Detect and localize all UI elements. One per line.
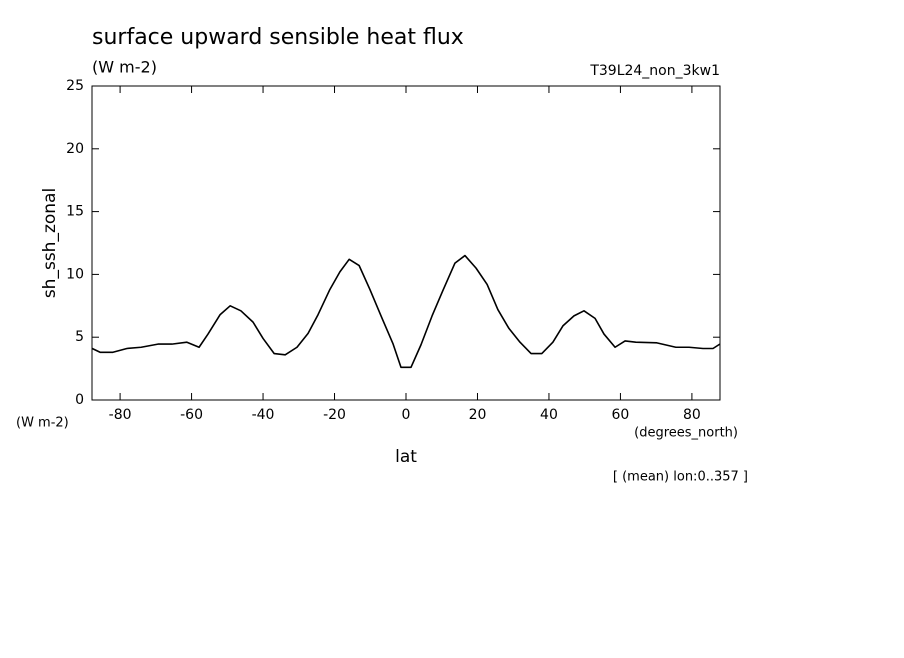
y-tick-label: 20 (66, 141, 84, 157)
y-tick-label: 5 (75, 329, 84, 345)
x-tick-label: -40 (252, 407, 275, 423)
y-tick-label: 10 (66, 266, 84, 282)
x-axis-label: lat (395, 447, 417, 467)
annotation: T39L24_non_3kw1 (589, 63, 720, 79)
y-tick-label: 0 (75, 392, 84, 408)
data-line (91, 254, 721, 369)
x-tick-label: 0 (402, 407, 411, 423)
chart-title: surface upward sensible heat flux (92, 25, 464, 50)
x-tick-label: -80 (109, 407, 132, 423)
x-tick-label: -60 (180, 407, 203, 423)
y-tick-label: 25 (66, 78, 84, 94)
plot-frame (91, 85, 721, 401)
x-tick-label: -20 (323, 407, 346, 423)
y-axis-label: sh_ssh_zonal (40, 188, 60, 298)
chart-subtitle: (W m-2) (92, 58, 157, 77)
footnote: [ (mean) lon:0..357 ] (613, 470, 748, 485)
x-tick-label: 80 (683, 407, 701, 423)
y-units: (W m-2) (16, 416, 69, 431)
y-tick-label: 15 (66, 204, 84, 220)
x-tick-label: 40 (540, 407, 558, 423)
x-units: (degrees_north) (634, 426, 738, 441)
x-tick-label: 20 (469, 407, 487, 423)
x-tick-label: 60 (612, 407, 630, 423)
